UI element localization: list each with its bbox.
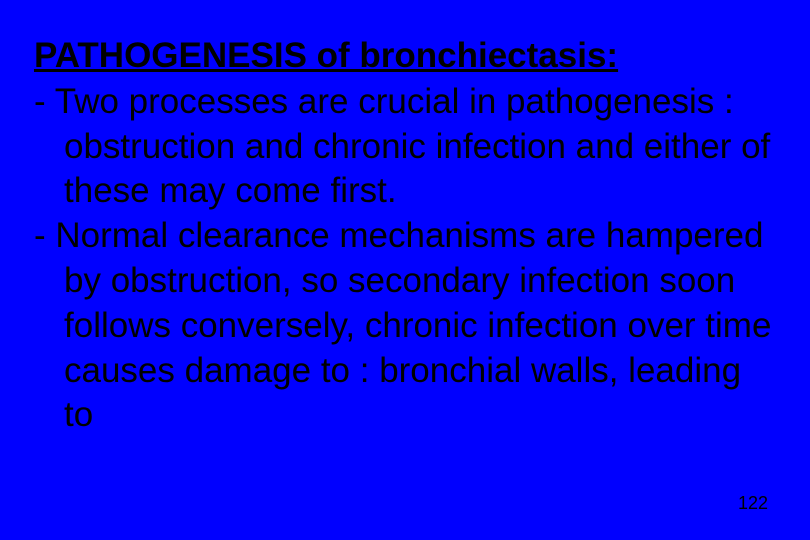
page-number: 122 (738, 493, 768, 514)
slide-container: PATHOGENESIS of bronchiectasis: - Two pr… (0, 0, 810, 540)
bullet-item: - Normal clearance mechanisms are hamper… (34, 214, 776, 438)
slide-body: - Two processes are crucial in pathogene… (34, 80, 776, 438)
bullet-item: - Two processes are crucial in pathogene… (34, 80, 776, 214)
slide-heading: PATHOGENESIS of bronchiectasis: (34, 34, 776, 78)
